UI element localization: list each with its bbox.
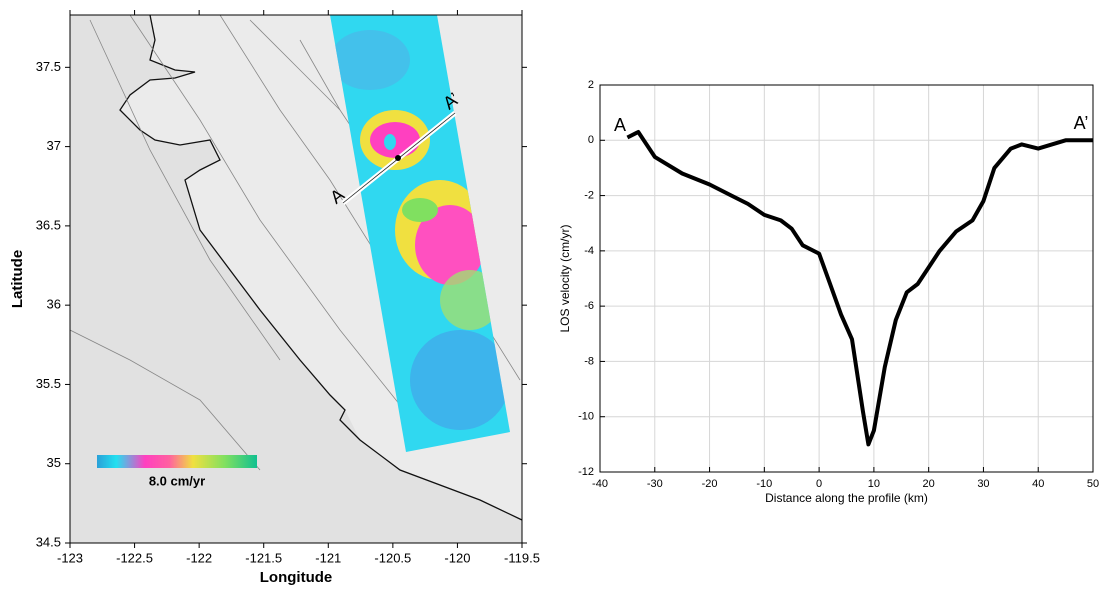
plot-frame — [599, 84, 1094, 473]
y-axis-label: Latitude — [9, 250, 26, 308]
colorbar — [97, 455, 257, 468]
x-axis-label: Distance along the profile (km) — [765, 491, 928, 505]
x-tick-label: -10 — [756, 478, 772, 490]
map-image — [70, 15, 522, 543]
y-tick-label: 37.5 — [36, 59, 61, 74]
y-tick-label: 34.5 — [36, 534, 61, 549]
y-tick-label: -12 — [578, 466, 594, 478]
y-tick-label: 35.5 — [36, 376, 61, 391]
x-tick-label: -40 — [592, 478, 608, 490]
x-tick-label: 20 — [923, 478, 935, 490]
y-tick-label: -6 — [584, 300, 594, 312]
y-tick-label: -10 — [578, 411, 594, 423]
y-tick-label: -4 — [584, 245, 594, 257]
profile-end-label: A’ — [1074, 113, 1089, 133]
x-tick-label: -123 — [57, 550, 83, 565]
x-tick-label: -30 — [647, 478, 663, 490]
x-tick-label: 50 — [1087, 478, 1099, 490]
y-tick-label: -8 — [584, 355, 594, 367]
x-tick-label: 40 — [1032, 478, 1044, 490]
x-tick-label: -121.5 — [245, 550, 282, 565]
y-tick-label: 35 — [47, 455, 61, 470]
y-tick-label: 0 — [588, 134, 594, 146]
x-tick-label: 30 — [977, 478, 989, 490]
y-tick-label: 2 — [588, 79, 594, 91]
x-tick-label: -120.5 — [374, 550, 411, 565]
x-tick-label: -121 — [315, 550, 341, 565]
plot-frame — [69, 14, 523, 544]
x-tick-label: -119.5 — [504, 550, 540, 565]
x-tick-label: 0 — [816, 478, 822, 490]
x-tick-label: -122 — [186, 550, 212, 565]
x-tick-label: -122.5 — [116, 550, 153, 565]
profile-line — [626, 130, 1093, 447]
colorbar-label: 8.0 cm/yr — [149, 473, 205, 488]
y-tick-label: 36 — [47, 297, 61, 312]
x-axis-label: Longitude — [260, 569, 332, 586]
profile-end-label: A — [614, 115, 626, 135]
y-tick-label: -2 — [584, 189, 594, 201]
y-tick-label: 37 — [47, 138, 61, 153]
y-axis-label: LOS velocity (cm/yr) — [558, 224, 572, 332]
x-tick-label: 10 — [868, 478, 880, 490]
x-tick-label: -120 — [444, 550, 470, 565]
y-tick-label: 36.5 — [36, 217, 61, 232]
x-tick-label: -20 — [702, 478, 718, 490]
